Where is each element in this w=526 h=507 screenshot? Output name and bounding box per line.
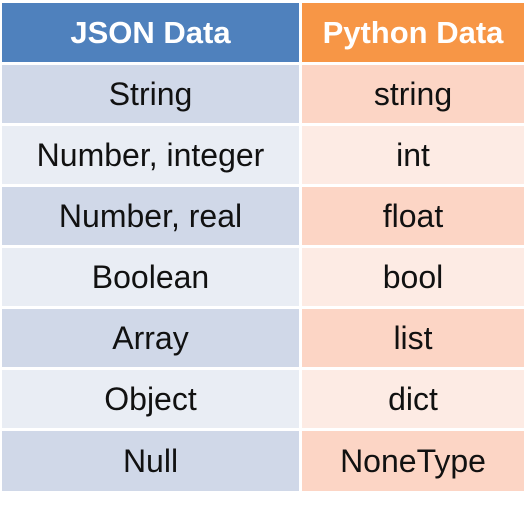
table-row: Boolean bool xyxy=(2,248,524,309)
table-row: Array list xyxy=(2,309,524,370)
python-type-cell: string xyxy=(302,65,524,126)
python-type-cell: list xyxy=(302,309,524,370)
python-type-cell: float xyxy=(302,187,524,248)
header-python-data: Python Data xyxy=(302,3,524,65)
python-type-cell: NoneType xyxy=(302,431,524,491)
json-type-cell: String xyxy=(2,65,302,126)
json-type-cell: Object xyxy=(2,370,302,431)
table-row: Object dict xyxy=(2,370,524,431)
python-type-cell: int xyxy=(302,126,524,187)
json-type-cell: Number, integer xyxy=(2,126,302,187)
header-json-data: JSON Data xyxy=(2,3,302,65)
json-type-cell: Null xyxy=(2,431,302,491)
json-python-type-table: JSON Data Python Data String string Numb… xyxy=(2,3,524,491)
table-row: Number, real float xyxy=(2,187,524,248)
python-type-cell: dict xyxy=(302,370,524,431)
table-row: Number, integer int xyxy=(2,126,524,187)
python-type-cell: bool xyxy=(302,248,524,309)
json-type-cell: Number, real xyxy=(2,187,302,248)
table-row: String string xyxy=(2,65,524,126)
type-mapping-table-container: JSON Data Python Data String string Numb… xyxy=(2,3,524,491)
json-type-cell: Boolean xyxy=(2,248,302,309)
table-row: Null NoneType xyxy=(2,431,524,491)
table-header-row: JSON Data Python Data xyxy=(2,3,524,65)
json-type-cell: Array xyxy=(2,309,302,370)
